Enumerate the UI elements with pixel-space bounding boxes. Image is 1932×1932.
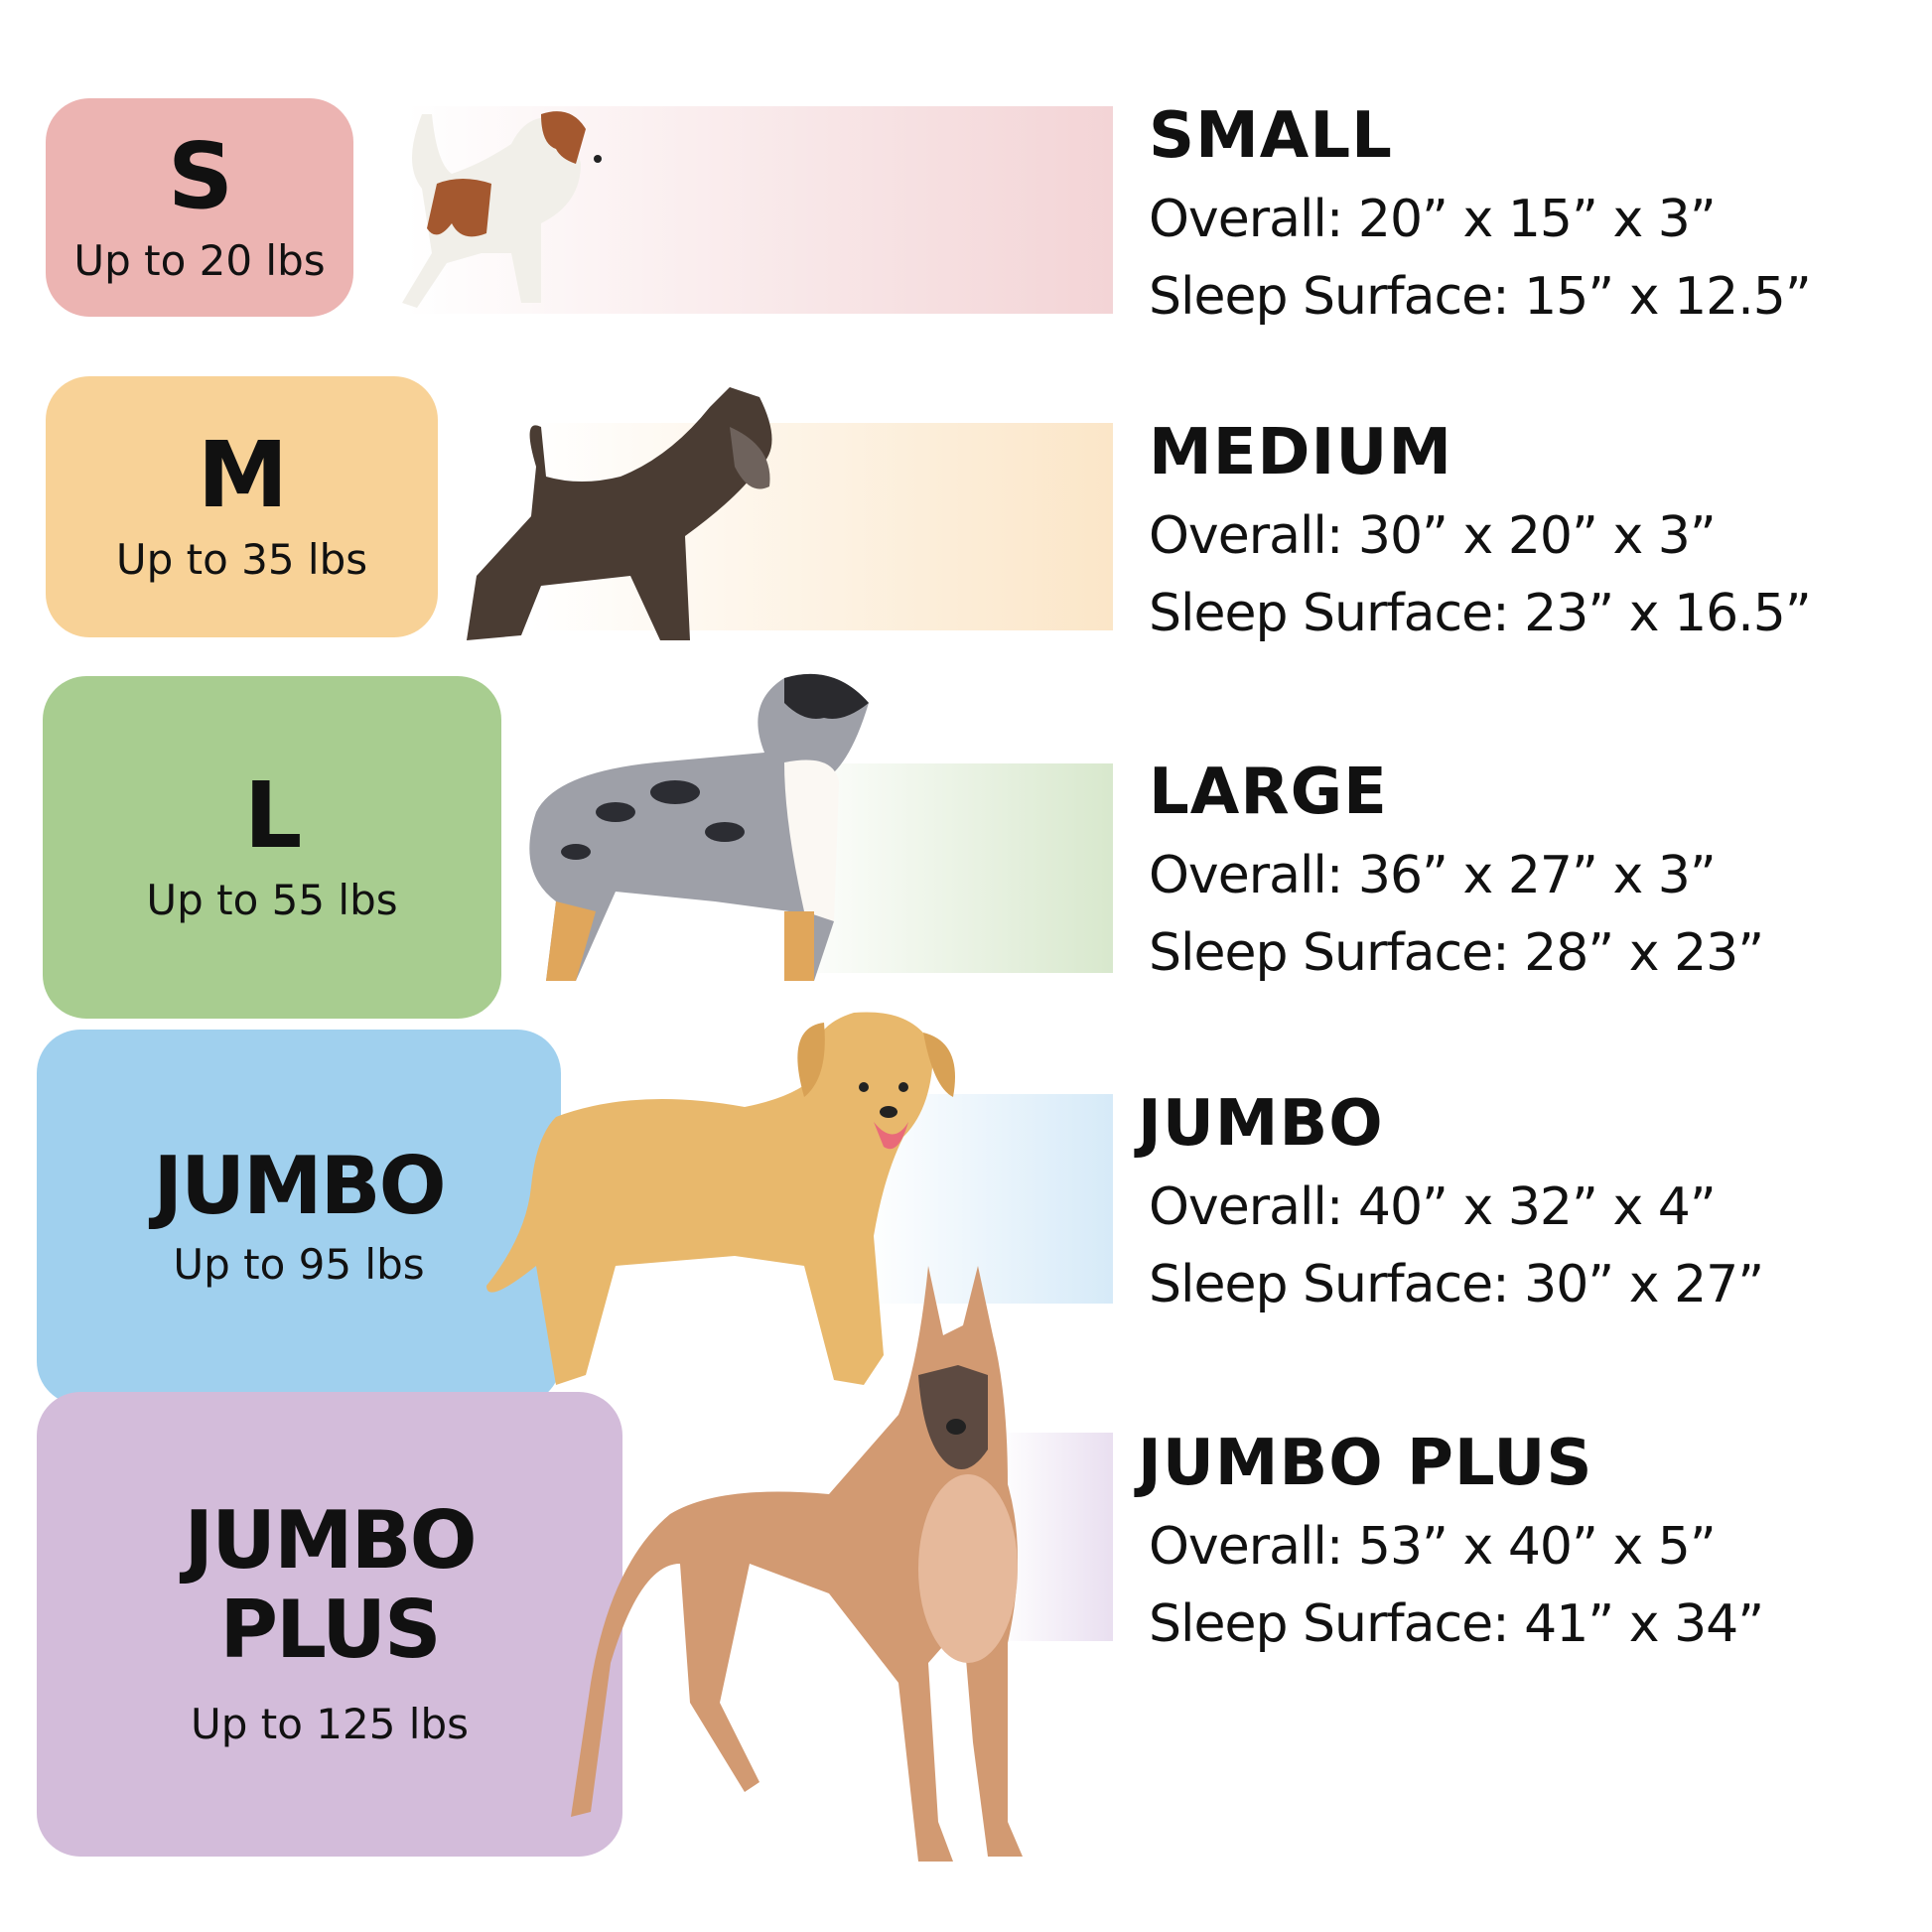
spec-small: SMALL Overall: 20” x 15” x 3” Sleep Surf…	[1149, 99, 1812, 327]
weight-limit: Up to 35 lbs	[115, 535, 368, 584]
weight-limit: Up to 95 lbs	[173, 1239, 425, 1289]
sleep-surface-dimensions: Sleep Surface: 41” x 34”	[1149, 1594, 1764, 1654]
overall-dimensions: Overall: 53” x 40” x 5”	[1149, 1517, 1717, 1577]
size-badge-jumbo-plus: JUMBO PLUS Up to 125 lbs	[37, 1392, 622, 1857]
small-terrier-illustration	[402, 111, 602, 308]
size-code: JUMBO	[153, 1139, 446, 1232]
size-code-line2: PLUS	[219, 1583, 441, 1676]
size-title: MEDIUM	[1149, 416, 1452, 489]
schnauzer-illustration	[467, 387, 772, 640]
size-code: M	[197, 422, 289, 528]
size-code: S	[167, 122, 233, 229]
sleep-surface-dimensions: Sleep Surface: 30” x 27”	[1149, 1255, 1764, 1314]
size-title: JUMBO PLUS	[1138, 1427, 1593, 1500]
overall-dimensions: Overall: 30” x 20” x 3”	[1149, 506, 1717, 566]
size-title: JUMBO	[1138, 1087, 1384, 1161]
golden-retriever-illustration	[486, 1012, 955, 1385]
weight-limit: Up to 125 lbs	[191, 1699, 469, 1748]
size-code-line1: JUMBO	[184, 1493, 477, 1587]
sleep-surface-dimensions: Sleep Surface: 28” x 23”	[1149, 923, 1764, 983]
band-large	[788, 763, 1113, 973]
band-jumbo-plus	[998, 1433, 1113, 1641]
size-code: L	[243, 762, 303, 869]
spec-medium: MEDIUM Overall: 30” x 20” x 3” Sleep Sur…	[1149, 416, 1812, 643]
size-badge-jumbo: JUMBO Up to 95 lbs	[37, 1030, 561, 1405]
spec-jumbo: JUMBO Overall: 40” x 32” x 4” Sleep Surf…	[1138, 1087, 1764, 1314]
overall-dimensions: Overall: 36” x 27” x 3”	[1149, 846, 1717, 905]
size-badge-small: S Up to 20 lbs	[46, 98, 353, 317]
size-badge-large: L Up to 55 lbs	[43, 676, 501, 1019]
sleep-surface-dimensions: Sleep Surface: 15” x 12.5”	[1149, 267, 1812, 327]
overall-dimensions: Overall: 20” x 15” x 3”	[1149, 190, 1717, 249]
sleep-surface-dimensions: Sleep Surface: 23” x 16.5”	[1149, 584, 1812, 643]
great-dane-illustration	[571, 1266, 1023, 1862]
size-title: SMALL	[1149, 99, 1393, 173]
size-badge-medium: M Up to 35 lbs	[46, 376, 438, 637]
size-title: LARGE	[1149, 756, 1388, 829]
spec-jumbo-plus: JUMBO PLUS Overall: 53” x 40” x 5” Sleep…	[1138, 1427, 1764, 1654]
overall-dimensions: Overall: 40” x 32” x 4”	[1149, 1177, 1717, 1237]
spec-large: LARGE Overall: 36” x 27” x 3” Sleep Surf…	[1149, 756, 1764, 983]
australian-shepherd-illustration	[529, 673, 869, 981]
weight-limit: Up to 20 lbs	[73, 235, 326, 285]
weight-limit: Up to 55 lbs	[146, 876, 398, 924]
